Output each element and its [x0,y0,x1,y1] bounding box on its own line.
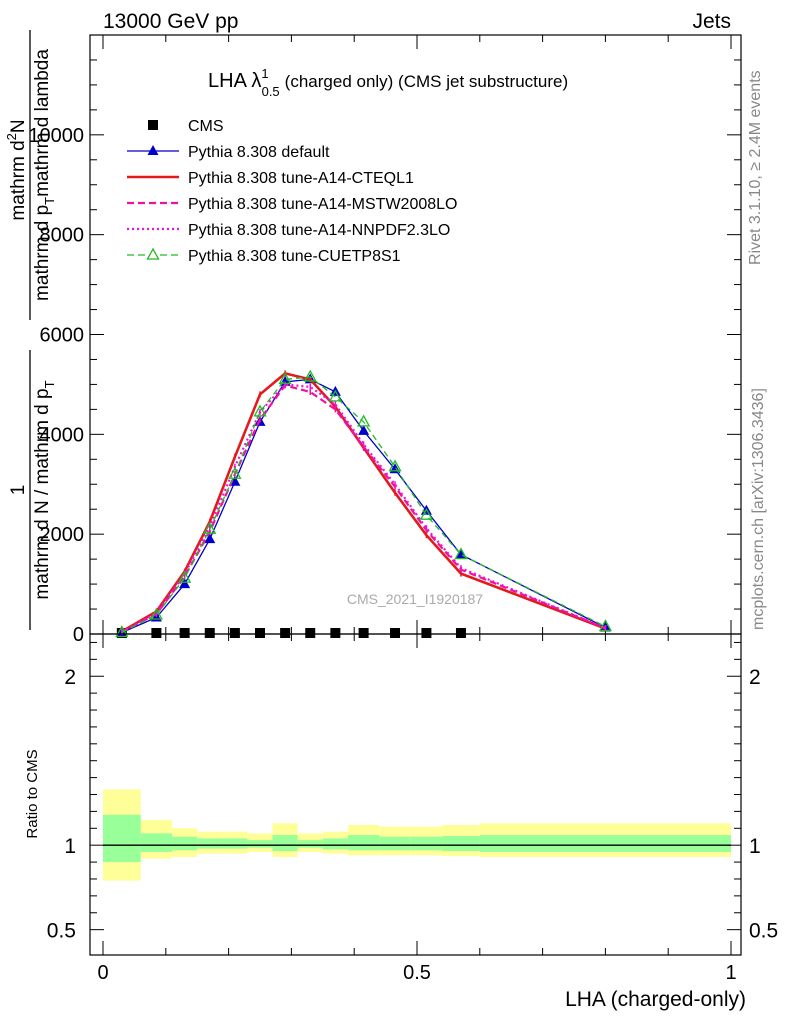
main-ytick-label: 2000 [40,524,85,546]
series-pythia-8-308-tune-a14-nnpdf2-3lo [121,381,607,635]
ratio-xtick-label: 0 [97,962,108,984]
ratio-band-inner [379,836,411,851]
ratio-xtick-label: 0.5 [403,962,431,984]
main-ytick-label: 6000 [40,325,85,347]
cms-data-point [358,628,369,638]
series-line [121,378,606,634]
series-marker [179,578,191,589]
cms-data-point [330,628,341,638]
ratio-band-inner [103,814,141,863]
ratio-band-inner [272,835,298,852]
rivet-label: Rivet 3.1.10, ≥ 2.4M events [747,70,764,265]
series-marker [115,625,129,638]
ratio-band-inner [479,835,731,852]
ratio-band-inner [442,835,480,852]
cms-data-point [305,628,316,638]
ratio-ytick-label-right: 0.5 [749,920,778,943]
ratio-plot-bands [103,789,731,881]
main-ytick-label: 4000 [40,424,85,446]
ratio-band-inner [172,836,198,851]
mcplots-label: mcplots.cern.ch [arXiv:1306.3436] [750,388,767,630]
legend-marker [147,145,159,155]
cms-data-point [390,628,401,638]
main-plot-title: LHA λ1 0.5(charged only) (CMS jet substru… [208,66,568,99]
series-marker [357,414,371,427]
series-marker [178,570,192,583]
ylabel-numerator-1: 1 [8,485,29,496]
cms-data-point [151,628,162,638]
analysis-watermark: CMS_2021_I1920187 [347,591,483,607]
header-right-label: Jets [692,10,731,33]
series-marker [598,619,612,632]
ratio-ytick-label: 2 [64,666,76,689]
series-line [121,371,606,633]
legend-entry-pythia-8-308-tune-a14-nnpdf2-3lo: Pythia 8.308 tune-A14-NNPDF2.3LO [127,222,450,239]
cms-data-point [255,628,265,638]
ratio-plot-axes: 0.5 0.5 1 1 2 2 0 0.5 1 [47,633,778,984]
series-marker [204,533,216,544]
series-marker [388,459,402,472]
series-marker [358,424,370,435]
ratio-band-inner [410,836,443,851]
cms-data-point [280,628,291,638]
series-marker [149,607,163,620]
legend-label: Pythia 8.308 tune-A14-NNPDF2.3LO [188,222,450,239]
series-marker [303,369,317,382]
ylabel-denominator-1: mathrm d N / mathrm d pT [32,380,57,599]
cms-data-point [229,628,240,638]
ratio-band-inner [297,840,323,848]
legend-entry-cms: CMS [148,118,224,135]
ratio-ytick-label: 1 [64,835,76,858]
ratio-ytick-label-right: 1 [749,835,761,858]
cms-data-point [421,628,432,638]
main-ytick-label: 8000 [40,225,85,247]
legend-entry-pythia-8-308-default: Pythia 8.308 default [127,144,330,161]
ratio-band-inner [247,840,273,848]
legend-swatch [148,120,158,130]
series-marker [454,547,468,560]
ratio-ytick-label: 0.5 [47,920,76,943]
legend-label: Pythia 8.308 tune-A14-CTEQL1 [188,170,414,187]
ratio-band-inner [322,838,348,850]
ratio-band-inner [222,838,248,849]
series-marker [253,404,267,417]
main-ytick-label: 0 [73,624,84,646]
main-plot-axes: 0 2000 4000 6000 8000 10000 [28,34,742,646]
main-ylabel: 1 mathrm d N / mathrm d pT mathrm d2N ma… [4,30,57,630]
cms-data-point [204,628,215,638]
ratio-band-inner [197,838,223,849]
legend-label: Pythia 8.308 tune-A14-MSTW2008LO [188,196,457,213]
main-plot-series [115,369,612,638]
series-line [121,383,606,633]
series-marker [419,507,434,520]
ratio-band-inner [140,833,173,852]
series-marker [228,466,242,479]
series-marker [203,521,217,534]
series-marker [278,372,292,385]
ylabel-numerator-2: mathrm d2N [4,119,29,220]
ratio-xtick-label: 1 [725,962,736,984]
legend-entry-pythia-8-308-tune-cuetp8s1: Pythia 8.308 tune-CUETP8S1 [127,247,401,265]
legend-entry-pythia-8-308-tune-a14-mstw2008lo: Pythia 8.308 tune-A14-MSTW2008LO [127,196,457,213]
cms-data-point [455,628,466,638]
series-marker [328,389,342,402]
x-axis-label: LHA (charged-only) [565,988,746,1011]
legend-entry-pythia-8-308-tune-a14-cteql1: Pythia 8.308 tune-A14-CTEQL1 [127,170,414,187]
ratio-band-inner [347,835,380,851]
legend: CMS Pythia 8.308 default Pythia 8.308 tune… [127,118,457,265]
legend-label: Pythia 8.308 default [188,144,330,161]
ylabel-denominator-2: mathrm d pTmathrm d lambda [32,49,57,301]
cms-data-point [179,628,190,638]
series-line [121,376,606,634]
legend-label: CMS [188,118,224,135]
main-ytick-label: 10000 [28,125,84,147]
header-left-label: 13000 GeV pp [103,10,238,33]
ratio-plot-frame [89,633,742,956]
legend-marker [146,247,160,260]
legend-label: Pythia 8.308 tune-CUETP8S1 [188,248,401,265]
ratio-ytick-label-right: 2 [749,666,761,689]
ratio-ylabel: Ratio to CMS [24,749,41,838]
series-pythia-8-308-tune-cuetp8s1 [115,369,612,638]
